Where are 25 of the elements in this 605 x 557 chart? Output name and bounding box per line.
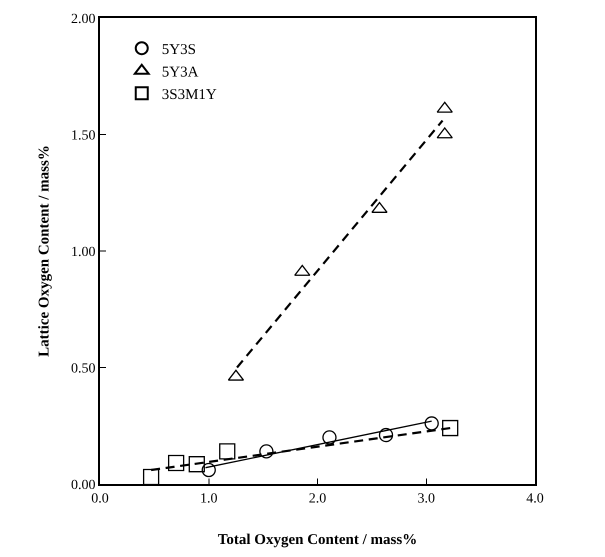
point <box>322 430 337 445</box>
legend-label: 5Y3A <box>162 64 199 81</box>
point <box>168 454 184 472</box>
y-tick-label: 0.00 <box>70 478 96 493</box>
legend-label: 3S3M1Y <box>162 87 217 104</box>
point <box>142 468 160 486</box>
point <box>202 462 216 478</box>
point <box>442 420 458 436</box>
y-axis-title: Lattice Oxygen Content / mass% <box>36 145 53 357</box>
point <box>259 444 274 459</box>
x-tick-label: 1.0 <box>200 492 218 507</box>
y-tick-label: 0.50 <box>70 361 96 376</box>
y-tick-label: 1.50 <box>70 128 96 144</box>
y-tick-label: 1.00 <box>70 244 96 260</box>
x-tick-label: 2.0 <box>308 492 326 507</box>
x-tick-label: 4.0 <box>526 492 544 507</box>
point <box>424 416 439 431</box>
point <box>188 456 205 472</box>
x-axis-title: Total Oxygen Content / mass% <box>218 532 418 548</box>
point <box>219 443 236 460</box>
x-tick-label: 3.0 <box>418 492 435 507</box>
x-tick-label: 0.0 <box>91 492 109 507</box>
y-tick-label: 2.00 <box>70 12 96 27</box>
point <box>378 428 394 442</box>
legend-label: 5Y3S <box>162 42 196 58</box>
